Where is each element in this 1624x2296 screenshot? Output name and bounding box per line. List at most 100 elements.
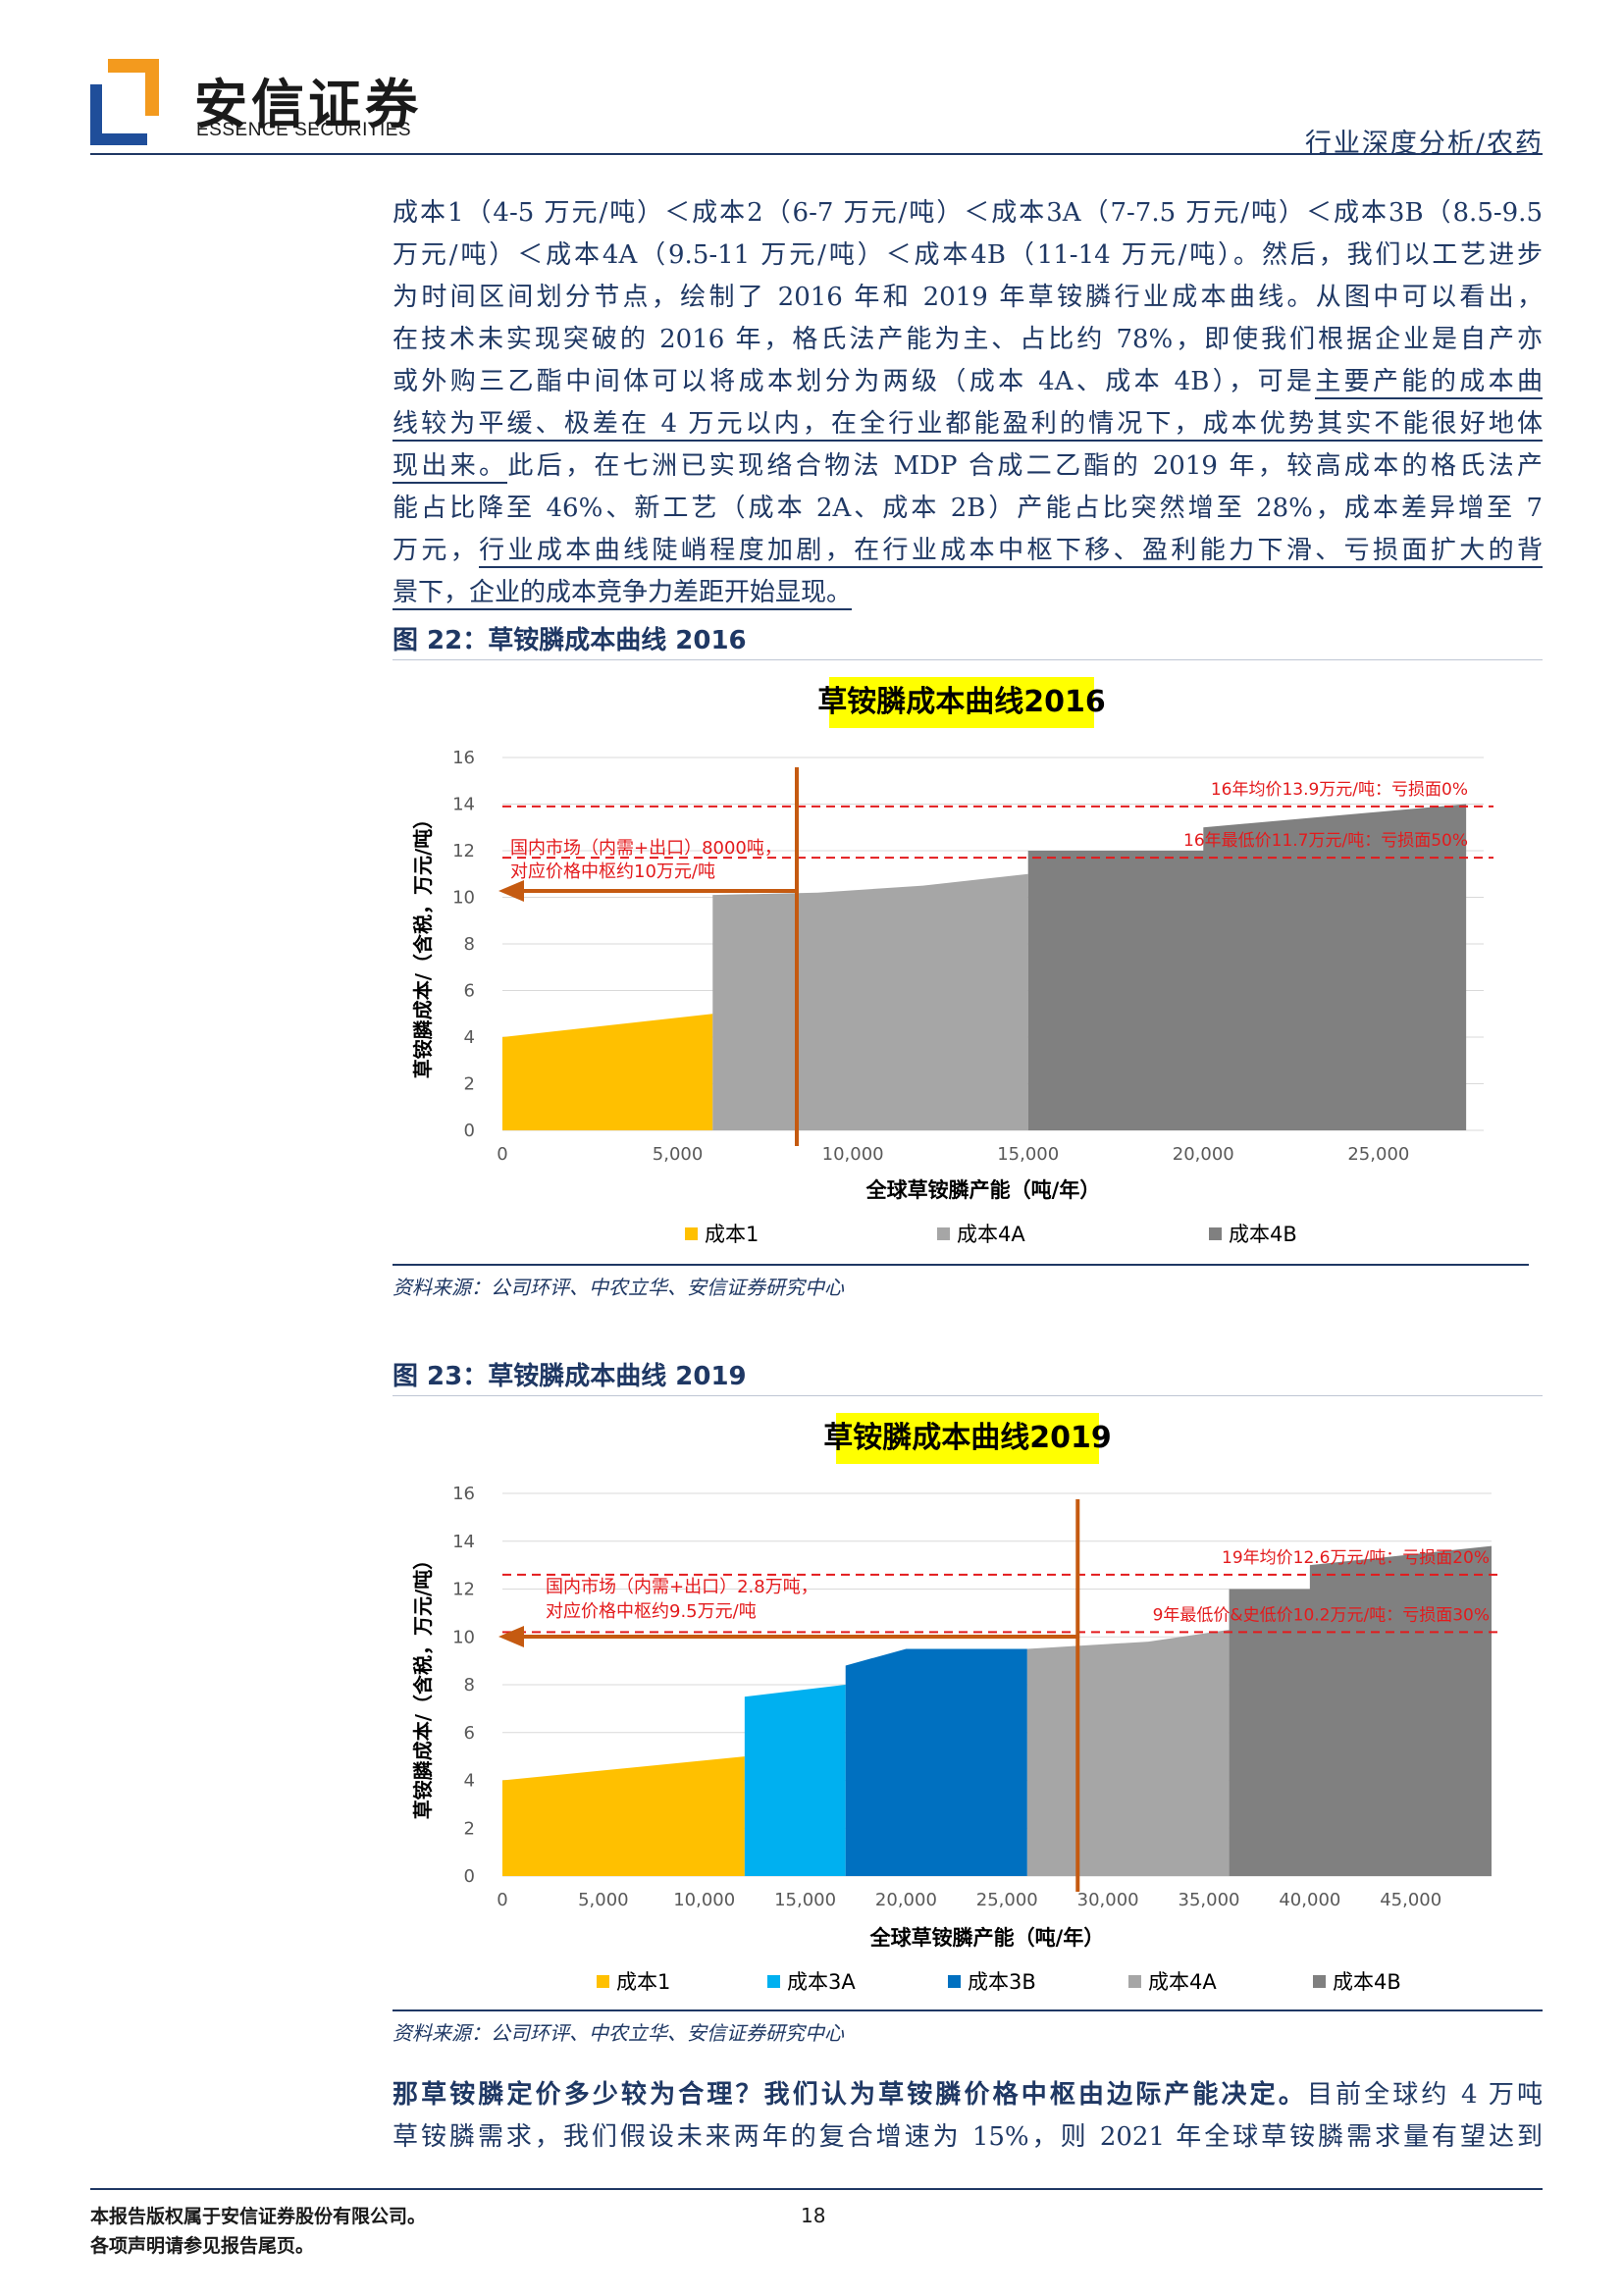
legend-swatch <box>685 1227 698 1240</box>
y-tick-label: 0 <box>464 1121 475 1141</box>
intro-line: 线较为平缓、极差在 4 万元以内，在全行业都能盈利的情况下，成本优势其实不能很好… <box>393 403 1543 445</box>
x-tick-label: 30,000 <box>1077 1890 1139 1910</box>
y-axis-label: 草铵膦成本/（含税，万元/吨） <box>411 1550 435 1820</box>
area-成本3B <box>845 1648 1027 1876</box>
intro-line: 现出来。此后，在七洲已实现络合物法 MDP 合成二乙酯的 2019 年，较高成本… <box>393 445 1543 488</box>
footer-rule <box>90 2188 1543 2190</box>
area-成本3A <box>744 1685 846 1876</box>
y-tick-label: 8 <box>464 1675 475 1696</box>
page-number: 18 <box>801 2204 826 2227</box>
area-成本4A <box>712 873 1028 1130</box>
highlight-text: 线较为平缓、极差在 4 万元以内，在全行业都能盈利的情况下，成本优势其实不能很好… <box>393 409 1543 442</box>
x-tick-label: 10,000 <box>822 1144 884 1165</box>
intro-line: 或外购三乙酯中间体可以将成本划分为两级（成本 4A、成本 4B），可是主要产能的… <box>393 361 1543 403</box>
legend-swatch <box>767 1975 780 1988</box>
area-成本1 <box>502 1014 713 1130</box>
legend-label: 成本4B <box>1333 1970 1401 1994</box>
area-成本1 <box>502 1756 745 1876</box>
intro-line: 在技术未实现突破的 2016 年，格氏法产能为主、占比约 78%，即使我们根据企… <box>393 325 1543 354</box>
y-tick-label: 8 <box>464 934 475 955</box>
annotation-text: 对应价格中枢约10万元/吨 <box>510 861 715 882</box>
reference-line-label: 16年均价13.9万元/吨：亏损面0% <box>1211 780 1468 800</box>
legend-label: 成本4B <box>1229 1223 1297 1246</box>
chart-title-highlight <box>829 677 1094 728</box>
brand-name-cn: 安信证券 <box>194 74 422 135</box>
x-tick-label: 20,000 <box>875 1890 937 1910</box>
chart-2019: 草铵膦成本曲线2019 0 2 4 6 8 10 12 14 16 0 5,000 10,000 15,0… <box>411 1413 1501 1994</box>
legend-swatch <box>1209 1227 1222 1240</box>
brand-name-en: ESSENCE SECURITIES <box>196 120 412 140</box>
intro-line: 为时间区间划分节点，绘制了 2016 年和 2019 年草铵膦行业成本曲线。从图… <box>393 283 1543 312</box>
annotation-text: 国内市场（内需+出口）8000吨， <box>510 838 782 859</box>
y-tick-label: 14 <box>452 1532 475 1552</box>
x-tick-label: 10,000 <box>673 1890 735 1910</box>
x-tick-label: 20,000 <box>1173 1144 1234 1165</box>
x-tick-label: 5,000 <box>578 1890 629 1910</box>
chart-title: 草铵膦成本曲线2019 <box>823 1421 1112 1455</box>
highlight-text: 行业成本曲线陡峭程度加剧，在行业成本中枢下移、盈利能力下滑、亏损面扩大的背 <box>479 536 1543 568</box>
outro-line: 草铵膦需求，我们假设未来两年的复合增速为 15%，则 2021 年全球草铵膦需求… <box>393 2122 1543 2152</box>
y-tick-label: 6 <box>464 981 475 1002</box>
intro-paragraph: 成本1（4-5 万元/吨）＜成本2（6-7 万元/吨）＜成本3A（7-7.5 万… <box>393 192 1543 614</box>
key-question: 那草铵膦定价多少较为合理？我们认为草铵膦价格中枢由边际产能决定。 <box>393 2080 1307 2110</box>
x-tick-label: 40,000 <box>1279 1890 1340 1910</box>
area-成本4A <box>1026 1629 1230 1876</box>
figure-22-caption: 图 22：草铵膦成本曲线 2016 <box>393 626 747 655</box>
y-tick-label: 4 <box>464 1771 475 1792</box>
x-axis-label: 全球草铵膦产能（吨/年） <box>869 1926 1105 1950</box>
legend-swatch <box>937 1227 950 1240</box>
price-arrow-head <box>498 880 524 902</box>
legend-label: 成本1 <box>705 1223 759 1246</box>
legend-label: 成本4A <box>1148 1970 1217 1994</box>
y-tick-label: 14 <box>452 795 475 815</box>
figure-23-source: 资料来源：公司环评、中农立华、安信证券研究中心 <box>393 2021 844 2045</box>
y-tick-label: 10 <box>452 1627 475 1647</box>
highlight-text: 景下，企业的成本竞争力差距开始显现。 <box>393 578 853 610</box>
legend-label: 成本3B <box>968 1970 1036 1994</box>
figure-22-top-rule <box>393 659 1543 660</box>
legend-swatch <box>1313 1975 1326 1988</box>
x-axis-label: 全球草铵膦产能（吨/年） <box>865 1178 1101 1202</box>
annotation-text: 国内市场（内需+出口）2.8万吨， <box>546 1577 818 1597</box>
reference-line-label: 16年最低价11.7万元/吨：亏损面50% <box>1183 831 1468 851</box>
outro-line: 那草铵膦定价多少较为合理？我们认为草铵膦价格中枢由边际产能决定。目前全球约 4 … <box>393 2080 1543 2110</box>
x-tick-label: 0 <box>497 1144 507 1165</box>
chart-title: 草铵膦成本曲线2016 <box>817 685 1106 719</box>
legend-swatch <box>1128 1975 1141 1988</box>
logo-mark-icon <box>90 59 159 145</box>
y-tick-label: 16 <box>452 1484 475 1504</box>
y-tick-label: 6 <box>464 1723 475 1744</box>
legend-label: 成本4A <box>957 1223 1025 1246</box>
legend-label: 成本3A <box>787 1970 856 1994</box>
x-tick-label: 35,000 <box>1179 1890 1240 1910</box>
reference-line-label: 9年最低价&史低价10.2万元/吨：亏损面30% <box>1153 1605 1490 1625</box>
highlight-text: 主要产能的成本曲 <box>1315 367 1543 399</box>
intro-line: 能占比降至 46%、新工艺（成本 2A、成本 2B）产能占比突然增至 28%，成… <box>393 494 1543 523</box>
highlight-text: 现出来。 <box>393 451 508 484</box>
x-tick-label: 0 <box>497 1890 507 1910</box>
figure-22-source: 资料来源：公司环评、中农立华、安信证券研究中心 <box>393 1276 844 1299</box>
figure-23-caption: 图 23：草铵膦成本曲线 2019 <box>393 1362 747 1391</box>
y-tick-label: 12 <box>452 841 475 861</box>
chart-title-highlight <box>836 1413 1099 1464</box>
area-成本4B <box>1229 1545 1492 1876</box>
company-logo <box>90 59 159 145</box>
chart-2016: 草铵膦成本曲线2016 0 2 4 6 8 10 12 14 16 0 5,000 10,000 15,0… <box>411 677 1493 1246</box>
header-rule <box>90 153 1543 155</box>
x-tick-label: 25,000 <box>976 1890 1038 1910</box>
x-tick-label: 15,000 <box>997 1144 1059 1165</box>
y-tick-label: 10 <box>452 888 475 909</box>
x-tick-label: 5,000 <box>653 1144 704 1165</box>
y-tick-label: 16 <box>452 748 475 768</box>
legend-swatch <box>597 1975 609 1988</box>
y-tick-label: 0 <box>464 1866 475 1887</box>
intro-line: 成本1（4-5 万元/吨）＜成本2（6-7 万元/吨）＜成本3A（7-7.5 万… <box>393 198 1543 228</box>
y-tick-label: 4 <box>464 1027 475 1048</box>
y-tick-label: 12 <box>452 1580 475 1600</box>
x-tick-label: 15,000 <box>774 1890 836 1910</box>
y-tick-label: 2 <box>464 1818 475 1839</box>
x-tick-label: 45,000 <box>1380 1890 1441 1910</box>
figure-23-bottom-rule <box>393 2009 1543 2011</box>
intro-line: 万元/吨）＜成本4A（9.5-11 万元/吨）＜成本4B（11-14 万元/吨）… <box>393 240 1543 270</box>
annotation-text: 对应价格中枢约9.5万元/吨 <box>546 1601 757 1622</box>
